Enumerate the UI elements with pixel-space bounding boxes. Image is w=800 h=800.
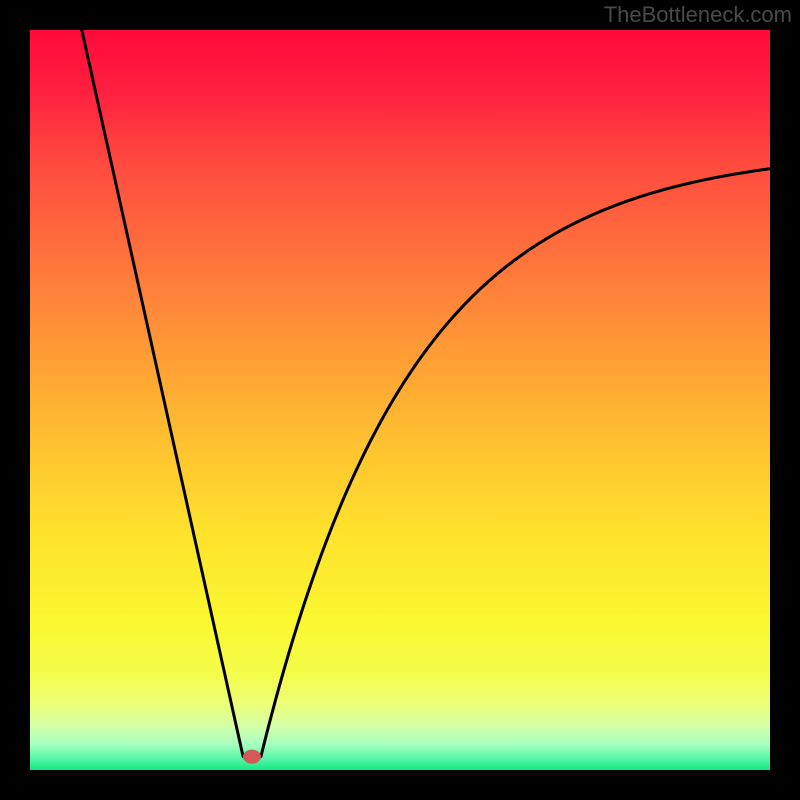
chart-container: { "canvas": { "width": 800, "height": 80… [0,0,800,800]
bottleneck-chart: TheBottleneck.com [0,0,800,800]
optimal-point-marker [243,750,261,764]
watermark-text: TheBottleneck.com [604,2,792,27]
plot-area [30,30,770,770]
